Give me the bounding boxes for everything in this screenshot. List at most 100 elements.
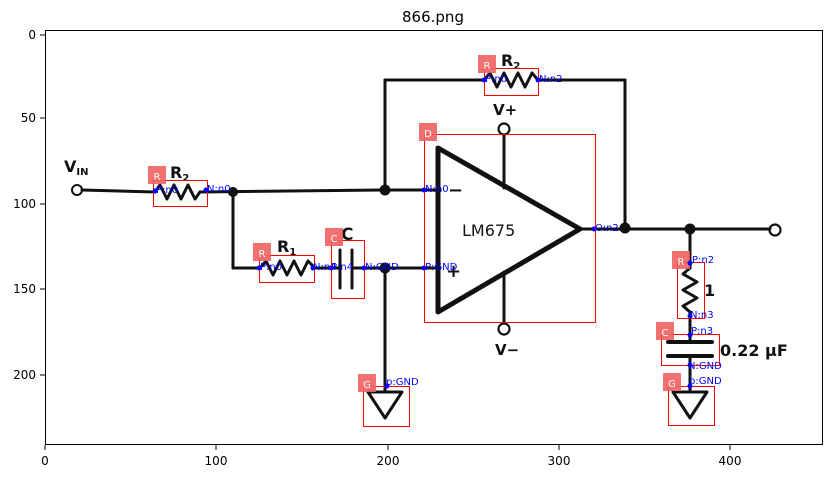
y-tick-label: 150 — [13, 282, 36, 296]
x-tick-label: 400 — [719, 454, 742, 468]
pin-label: N:n0 — [207, 184, 231, 195]
vminus-terminal — [497, 322, 511, 336]
axes-frame — [45, 30, 823, 445]
junction-dot — [684, 223, 696, 235]
badge-box — [358, 374, 376, 392]
pin-dot — [384, 383, 390, 389]
pin-dots — [152, 77, 693, 389]
badge-cap-out: C — [656, 322, 674, 340]
badge-letter: R — [154, 172, 161, 183]
pin-dot — [687, 362, 693, 368]
badge-letter: R — [259, 249, 266, 260]
pin-dot — [687, 260, 693, 266]
pin-labels: P:n0 N:n0 P:n0 N:n2 P:n0 N:n4 P:n4 N:GND… — [156, 74, 722, 388]
x-tick-label: 300 — [548, 454, 571, 468]
badge-letter: C — [662, 328, 669, 339]
r2-feedback-resistor — [482, 71, 540, 89]
x-tick-label: 200 — [377, 454, 400, 468]
pin-label: O:n2 — [595, 223, 619, 234]
badge-r1: R — [253, 243, 271, 261]
pin-label: P:n3 — [691, 326, 713, 337]
pin-dot — [481, 77, 487, 83]
pin-label: P:n0 — [156, 185, 178, 196]
pin-dot — [535, 77, 541, 83]
junction-dot — [379, 262, 391, 274]
plus-input-label: + — [446, 261, 461, 282]
annotation-badges: R R R C D R C G — [148, 55, 690, 392]
x-tick-label: 0 — [41, 454, 49, 468]
badge-ground-left: G — [358, 374, 376, 392]
badge-cap-c: C — [325, 228, 343, 246]
cap-out-label: 0.22 μF — [720, 341, 788, 360]
opamp-label: LM675 — [462, 221, 515, 240]
junctions — [228, 184, 696, 274]
annotation-box-r2-input — [153, 180, 208, 207]
badge-box — [253, 243, 271, 261]
pin-label: p:GND — [386, 377, 419, 388]
y-tick-label: 0 — [28, 28, 36, 42]
badge-r2-feedback: R — [478, 55, 496, 73]
pin-label: P:n0 — [485, 74, 507, 85]
r2-input-resistor — [153, 183, 202, 201]
pin-label: P:n2 — [692, 255, 714, 266]
pin-label: N:n0 — [425, 184, 449, 195]
figure-title: 866.png — [402, 8, 464, 26]
pin-label: P:GND — [425, 262, 458, 273]
badge-r-out: R — [672, 251, 690, 269]
badge-opamp: D — [419, 123, 437, 141]
y-tick-label: 100 — [13, 197, 36, 211]
r2-input-label: R2 — [170, 163, 189, 184]
pin-dot — [421, 187, 427, 193]
x-tick-label: 100 — [205, 454, 228, 468]
badge-box — [672, 251, 690, 269]
ground-symbol — [366, 390, 404, 420]
pin-dot — [203, 187, 209, 193]
badge-box — [656, 322, 674, 340]
output-terminal — [768, 223, 782, 237]
pin-dot — [687, 383, 693, 389]
r-out-label: 1 — [704, 281, 715, 300]
y-tick-label: 50 — [21, 111, 36, 125]
wire — [80, 188, 157, 194]
badge-ground-right: G — [663, 373, 681, 391]
minus-input-label: − — [448, 180, 463, 201]
pin-dot — [152, 188, 158, 194]
badge-box — [419, 123, 437, 141]
pin-label: N:n2 — [539, 74, 563, 85]
badge-letter: G — [363, 380, 371, 391]
ground-symbol — [671, 390, 709, 420]
schematic-labels: VIN R2 R2 R1 C LM675 − + V+ V− 1 0.22 μF — [64, 51, 788, 360]
r1-label: R1 — [277, 237, 296, 258]
r2-feedback-label: R2 — [501, 51, 520, 72]
badge-box — [478, 55, 496, 73]
pin-label: P:n4 — [331, 262, 353, 273]
badge-letter: G — [668, 379, 676, 390]
pin-dot — [310, 265, 316, 271]
opamp-body — [435, 145, 583, 315]
badge-letter: D — [424, 129, 432, 140]
badge-box — [325, 228, 343, 246]
pin-dot — [591, 226, 597, 232]
pin-label: N:GND — [365, 262, 399, 273]
junction-dot — [228, 187, 238, 197]
pin-dot — [361, 265, 367, 271]
badge-box — [148, 166, 166, 184]
pin-label: N:n4 — [313, 262, 337, 273]
x-axis: 0 100 200 300 400 — [41, 445, 741, 468]
y-tick-label: 200 — [13, 368, 36, 382]
junction-dot — [379, 184, 391, 196]
pin-label: P:n0 — [260, 262, 282, 273]
badge-box — [663, 373, 681, 391]
junction-dot — [619, 222, 631, 234]
vplus-label: V+ — [493, 101, 517, 119]
pin-label: N:GND — [688, 361, 722, 372]
pin-dot — [421, 265, 427, 271]
y-axis: 0 50 100 150 200 — [13, 28, 45, 382]
pin-dot — [687, 332, 693, 338]
r1-resistor — [258, 259, 317, 277]
r-out-resistor — [681, 266, 699, 314]
badge-letter: R — [678, 257, 685, 268]
pin-label: N:n3 — [690, 310, 714, 321]
pin-label: p:GND — [689, 376, 722, 387]
